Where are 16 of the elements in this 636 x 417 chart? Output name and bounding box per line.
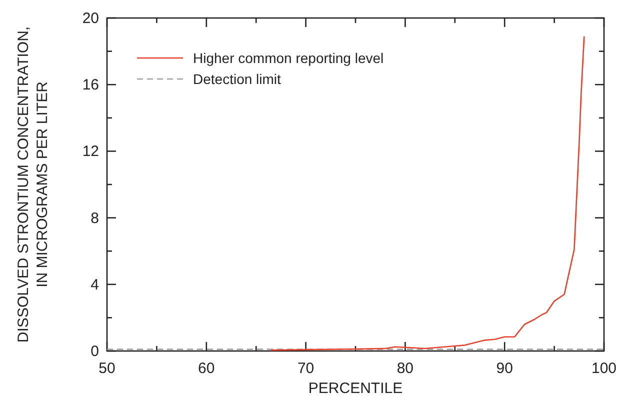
- x-tick-label: 60: [198, 360, 215, 377]
- x-tick-label: 80: [396, 360, 414, 377]
- x-tick-label: 70: [297, 360, 314, 377]
- legend-label: Detection limit: [193, 71, 282, 87]
- x-tick-label: 90: [496, 360, 513, 377]
- x-axis-title: PERCENTILE: [308, 380, 403, 397]
- y-tick-label: 0: [90, 343, 99, 360]
- y-tick-label: 12: [82, 143, 99, 160]
- y-tick-label: 20: [82, 10, 99, 27]
- x-tick-label: 100: [591, 360, 617, 377]
- y-tick-label: 16: [82, 76, 99, 94]
- x-tick-label: 50: [98, 360, 116, 377]
- y-axis-title: DISSOLVED STRONTIUM CONCENTRATION, IN MICROGRAMS PER LITER: [15, 26, 51, 343]
- legend-label: Higher common reporting level: [193, 50, 384, 66]
- y-tick-label: 4: [90, 276, 99, 294]
- y-tick-label: 8: [90, 210, 99, 227]
